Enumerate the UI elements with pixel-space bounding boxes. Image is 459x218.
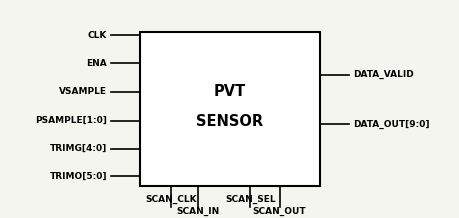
Text: SCAN_SEL: SCAN_SEL <box>224 195 275 204</box>
Bar <box>140 32 319 186</box>
Text: PVT: PVT <box>213 84 246 99</box>
Text: SCAN_OUT: SCAN_OUT <box>252 207 306 216</box>
Text: SENSOR: SENSOR <box>196 114 263 129</box>
Text: CLK: CLK <box>87 31 106 40</box>
Text: SCAN_CLK: SCAN_CLK <box>145 195 197 204</box>
Text: TRIMG[4:0]: TRIMG[4:0] <box>50 144 106 153</box>
Text: VSAMPLE: VSAMPLE <box>59 87 106 96</box>
Text: SCAN_IN: SCAN_IN <box>176 207 219 216</box>
Text: TRIMO[5:0]: TRIMO[5:0] <box>49 172 106 181</box>
Text: ENA: ENA <box>86 59 106 68</box>
Text: DATA_OUT[9:0]: DATA_OUT[9:0] <box>353 119 429 129</box>
Text: PSAMPLE[1:0]: PSAMPLE[1:0] <box>35 116 106 125</box>
Text: DATA_VALID: DATA_VALID <box>353 70 413 79</box>
